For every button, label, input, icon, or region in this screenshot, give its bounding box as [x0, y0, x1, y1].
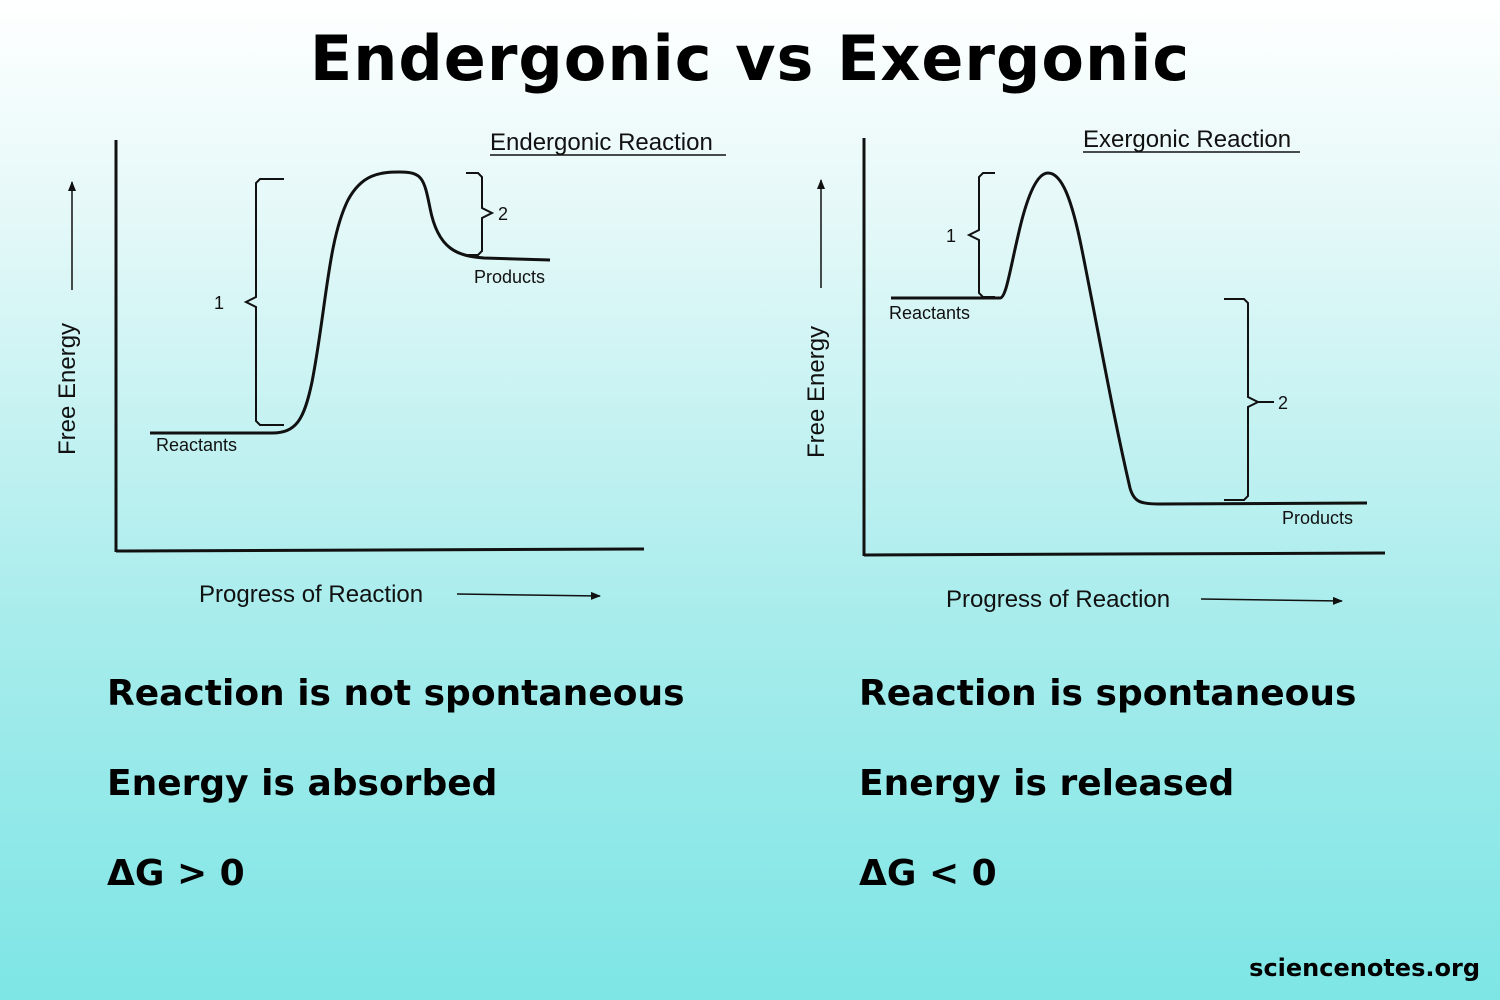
exergonic-products-label: Products — [1282, 508, 1353, 528]
endergonic-bracket-2-label: 2 — [498, 204, 508, 224]
exergonic-bracket-2 — [1224, 298, 1261, 501]
endergonic-x-axis-label: Progress of Reaction — [199, 581, 423, 608]
exergonic-heading: Exergonic Reaction — [1083, 126, 1291, 153]
endergonic-delta-g-statement: ΔG > 0 — [107, 853, 245, 894]
endergonic-bracket-1 — [243, 178, 284, 426]
exergonic-energy-statement: Energy is released — [859, 763, 1235, 804]
exergonic-bracket-1-label: 1 — [946, 226, 956, 246]
endergonic-spontaneity-statement: Reaction is not spontaneous — [107, 673, 685, 714]
endergonic-products-label: Products — [474, 267, 545, 287]
exergonic-spontaneity-statement: Reaction is spontaneous — [859, 673, 1357, 714]
exergonic-bracket-2-label: 2 — [1278, 393, 1288, 413]
endergonic-x-axis — [115, 547, 645, 553]
exergonic-energy-curve — [891, 171, 1368, 506]
endergonic-heading: Endergonic Reaction — [490, 129, 713, 156]
endergonic-bracket-1-label: 1 — [214, 293, 224, 313]
page-title: Endergonic vs Exergonic — [309, 22, 1191, 95]
endergonic-x-arrow — [456, 591, 601, 600]
endergonic-bracket-2 — [466, 172, 495, 256]
source-credit: sciencenotes.org — [1249, 954, 1480, 982]
endergonic-y-axis-label: Free Energy — [54, 323, 81, 455]
endergonic-reactants-label: Reactants — [156, 435, 237, 455]
endergonic-energy-curve — [150, 170, 551, 435]
exergonic-reactants-label: Reactants — [889, 303, 970, 323]
exergonic-x-axis — [863, 551, 1386, 557]
exergonic-bracket-1 — [966, 172, 995, 298]
exergonic-delta-g-statement: ΔG < 0 — [859, 853, 997, 894]
endergonic-diagram: Endergonic Reaction Free Energy Progress… — [54, 129, 726, 608]
exergonic-x-arrow — [1200, 596, 1343, 605]
exergonic-diagram: Exergonic Reaction Free Energy Progress … — [803, 126, 1386, 613]
exergonic-y-axis-label: Free Energy — [803, 326, 830, 458]
exergonic-x-axis-label: Progress of Reaction — [946, 586, 1170, 613]
endergonic-energy-statement: Energy is absorbed — [107, 763, 498, 804]
